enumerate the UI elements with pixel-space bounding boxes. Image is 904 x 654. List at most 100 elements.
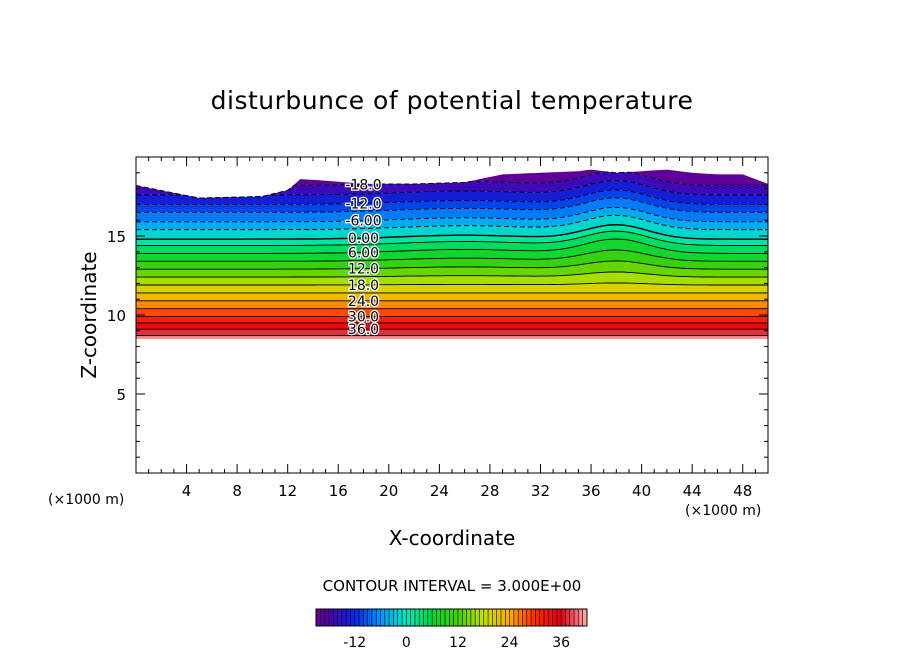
contour-band — [136, 249, 768, 270]
contour-label: -18.0 — [345, 177, 381, 193]
colorbar-segment — [574, 609, 579, 626]
contour-label: -6.00 — [345, 214, 381, 230]
colorbar-segment — [565, 609, 571, 626]
colorbar-segment — [337, 609, 343, 626]
colorbar-segment — [384, 609, 390, 626]
colorbar-segment — [475, 609, 480, 626]
colorbar-segment — [582, 609, 588, 626]
y-tick-label: 15 — [107, 228, 126, 246]
colorbar-tick-labels: -12 0 12 24 36 — [343, 635, 570, 651]
colorbar-segment — [457, 609, 463, 626]
colorbar-tick-label: 36 — [552, 635, 570, 651]
colorbar-segment — [505, 609, 510, 626]
colorbar-tick-label: 12 — [449, 635, 467, 651]
colorbar-tick-label: -12 — [343, 635, 366, 651]
contour-line — [136, 180, 768, 199]
colorbar-segment — [500, 609, 506, 626]
contour-band — [136, 197, 768, 222]
contour-line — [136, 197, 768, 213]
colorbar-segment — [402, 609, 407, 626]
contour-lines — [136, 171, 768, 336]
contour-line — [136, 189, 768, 205]
y-tick-label: 5 — [116, 386, 126, 404]
x-tick-label: 8 — [232, 482, 242, 500]
contour-band — [136, 322, 768, 330]
y-tick-labels: 5 10 15 — [107, 228, 126, 404]
contour-band — [136, 224, 768, 246]
colorbar-segment — [449, 609, 455, 626]
x-tick-label: 36 — [581, 482, 600, 500]
colorbar-segment — [556, 609, 562, 626]
colorbar-segment — [333, 609, 338, 626]
x-tick-label: 44 — [683, 482, 702, 500]
colorbar-segment — [496, 609, 502, 626]
x-tick-label: 12 — [278, 482, 297, 500]
colorbar-segment — [522, 609, 528, 626]
colorbar-segment — [440, 609, 446, 626]
x-tick-label: 16 — [329, 482, 348, 500]
colorbar-segment — [423, 609, 429, 626]
colorbar-segment — [466, 609, 472, 626]
colorbar-segment — [479, 609, 485, 626]
y-tick-label: 10 — [107, 307, 126, 325]
colorbar-segment — [328, 609, 334, 626]
contour-line — [136, 271, 768, 278]
contour-band — [136, 260, 768, 278]
contour-band — [136, 239, 768, 262]
x-axis-label: X-coordinate — [388, 526, 516, 550]
colorbar-segment — [535, 609, 541, 626]
contour-label: 30.0 — [348, 310, 379, 326]
chart-title: disturbunce of potential temperature — [210, 86, 694, 115]
colorbar-segment — [462, 609, 467, 626]
colorbar-segment — [419, 609, 424, 626]
contour-band — [136, 207, 768, 230]
contour-line — [136, 230, 768, 246]
colorbar-segment — [548, 609, 553, 626]
x-tick-label: 32 — [531, 482, 550, 500]
contour-label: 6.00 — [348, 245, 379, 261]
colorbar-segment — [518, 609, 523, 626]
contour-line — [136, 214, 768, 231]
contour-label: -12.0 — [345, 196, 381, 212]
plot-area — [136, 169, 768, 339]
contour-fill-bands — [136, 169, 768, 339]
contour-band — [136, 335, 768, 339]
contour-line — [136, 223, 768, 240]
colorbar-segment — [350, 609, 356, 626]
colorbar-segment — [406, 609, 412, 626]
contour-band — [136, 292, 768, 301]
colorbar-segment — [320, 609, 326, 626]
contour-line — [136, 249, 768, 262]
colorbar-segment — [509, 609, 515, 626]
colorbar — [315, 608, 588, 627]
axis-ticks — [136, 157, 768, 473]
colorbar-segment — [354, 609, 360, 626]
colorbar-segment — [453, 609, 459, 626]
colorbar-segment — [445, 609, 450, 626]
colorbar-segment — [410, 609, 416, 626]
colorbar-segment — [346, 609, 351, 626]
colorbar-segment — [363, 609, 369, 626]
contour-label: 36.0 — [348, 322, 379, 338]
colorbar-tick-label: 0 — [402, 635, 411, 651]
contour-line — [136, 260, 768, 270]
contour-line — [136, 206, 768, 223]
colorbar-segment — [414, 609, 420, 626]
contour-labels: -18.0 -12.0 -6.000.006.0012.018.024.030.03… — [344, 176, 383, 339]
colorbar-segment — [531, 609, 536, 626]
colorbar-segment — [316, 609, 321, 626]
contour-band — [136, 316, 768, 323]
x-tick-labels: 4 8 12 16 20 24 28 32 36 40 44 48 — [182, 482, 752, 500]
colorbar-segment — [436, 609, 442, 626]
contour-band — [136, 172, 768, 199]
colorbar-frame — [315, 608, 588, 627]
colorbar-segment — [341, 609, 347, 626]
colorbar-segment — [483, 609, 489, 626]
colorbar-segment — [393, 609, 399, 626]
colorbar-segment — [488, 609, 493, 626]
contour-band — [136, 215, 768, 240]
colorbar-segment — [513, 609, 519, 626]
x-tick-label: 28 — [480, 482, 499, 500]
x-tick-label: 20 — [379, 482, 398, 500]
